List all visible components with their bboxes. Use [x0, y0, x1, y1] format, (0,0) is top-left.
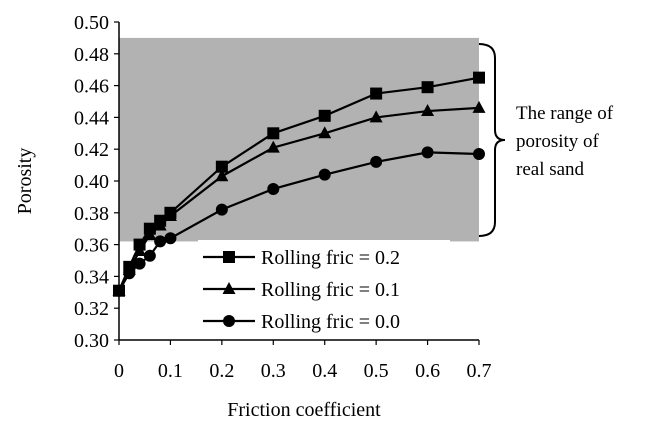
legend-item: Rolling fric = 0.1 — [203, 279, 400, 301]
data-point — [318, 109, 331, 122]
data-point — [143, 249, 156, 262]
legend-marker — [223, 315, 235, 327]
y-axis-title: Porosity — [14, 148, 36, 215]
x-tick-label: 0.2 — [209, 360, 234, 382]
series-triangle — [112, 100, 486, 296]
y-tick-label: 0.46 — [74, 76, 109, 98]
range-label-line: real sand — [516, 159, 585, 180]
y-tick-label: 0.50 — [74, 12, 109, 34]
data-point — [370, 155, 383, 168]
y-tick-label: 0.38 — [74, 203, 109, 225]
range-bracket — [478, 43, 506, 237]
legend-item: Rolling fric = 0.2 — [203, 247, 400, 269]
range-label-line: porosity of — [516, 131, 600, 152]
y-tick-label: 0.36 — [74, 235, 109, 257]
x-axis-title: Friction coefficient — [227, 399, 381, 421]
x-tick-label: 0.7 — [467, 360, 492, 382]
series-circle — [113, 146, 485, 297]
data-point — [164, 232, 177, 245]
x-tick-label: 0.4 — [312, 360, 337, 382]
axes: 0.300.320.340.360.380.400.420.440.460.48… — [14, 12, 492, 421]
data-point — [215, 203, 228, 216]
data-point — [143, 228, 157, 241]
data-point — [113, 284, 125, 297]
data-point — [266, 140, 280, 153]
data-point — [421, 104, 435, 117]
data-point — [215, 160, 228, 173]
data-point — [472, 100, 486, 113]
sand-range-annotation: The range of porosity of real sand — [478, 43, 614, 237]
legend-marker — [223, 251, 235, 263]
data-point — [318, 168, 331, 181]
x-tick-label: 0.3 — [261, 360, 286, 382]
data-point — [473, 147, 485, 160]
x-tick-label: 0.6 — [415, 360, 440, 382]
y-tick-label: 0.40 — [74, 171, 109, 193]
series-layer — [112, 71, 486, 297]
data-point — [163, 208, 177, 221]
data-point — [370, 87, 383, 100]
legend-label: Rolling fric = 0.1 — [261, 279, 400, 301]
y-tick-label: 0.30 — [74, 330, 109, 352]
data-point — [133, 243, 147, 256]
y-tick-label: 0.32 — [74, 298, 109, 320]
y-tick-label: 0.42 — [74, 139, 109, 161]
legend-marker — [222, 282, 236, 294]
data-point — [318, 126, 332, 139]
y-tick-label: 0.48 — [74, 44, 109, 66]
data-point — [123, 267, 136, 280]
legend: Rolling fric = 0.2 Rolling fric = 0.1 Roll… — [198, 240, 450, 338]
y-tick-label: 0.44 — [74, 107, 109, 129]
legend-label: Rolling fric = 0.2 — [261, 247, 400, 269]
data-point — [133, 257, 146, 270]
data-point — [267, 182, 280, 195]
data-point — [369, 110, 383, 123]
legend-label: Rolling fric = 0.0 — [261, 311, 400, 333]
data-point — [421, 81, 434, 94]
legend-item: Rolling fric = 0.0 — [203, 311, 400, 333]
x-tick-label: 0.5 — [364, 360, 389, 382]
data-point — [421, 146, 434, 159]
data-point — [153, 218, 167, 231]
x-tick-label: 0 — [114, 360, 124, 382]
data-point — [473, 71, 485, 84]
data-point — [215, 169, 229, 182]
y-tick-label: 0.34 — [74, 266, 109, 288]
range-label-line: The range of — [516, 103, 614, 124]
x-tick-label: 0.1 — [158, 360, 183, 382]
data-point — [267, 127, 280, 140]
data-point — [154, 235, 167, 248]
